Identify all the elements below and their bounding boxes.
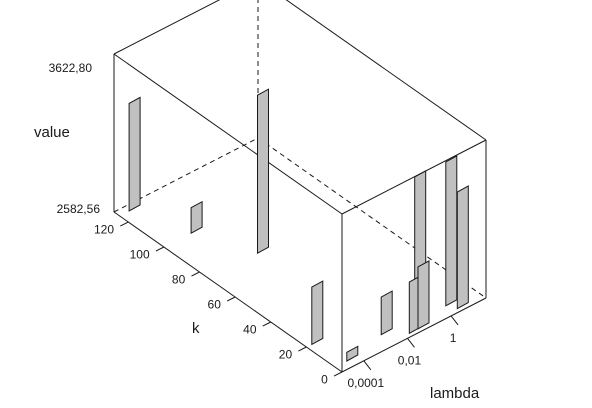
k-tick: [298, 346, 307, 352]
lambda-axis-label: lambda: [430, 385, 480, 402]
k-tick: [226, 296, 236, 302]
k-axis-label: k: [192, 320, 200, 337]
k-tick-label: 80: [172, 272, 186, 286]
k-tick-label: 0: [321, 372, 328, 386]
lambda-tick: [407, 338, 415, 348]
lambda-tick: [450, 315, 459, 326]
k-tick-label: 20: [279, 347, 293, 361]
z-axis-label: value: [34, 124, 70, 141]
k-tick-label: 60: [208, 297, 222, 311]
lambda-tick-label: 1: [450, 331, 457, 345]
box-edge: [341, 139, 487, 215]
bar-k2-lambda0.7: [456, 185, 469, 310]
box-edge-hidden: [257, 137, 487, 299]
k-tick-label: 40: [243, 322, 257, 336]
z-tick-label-bottom: 2582,56: [57, 202, 101, 216]
bounding-box: [113, 0, 487, 373]
box-edge: [113, 211, 343, 373]
box-edge: [341, 297, 487, 373]
box-edge: [113, 53, 343, 215]
bar-k125-lambda-4.3: [128, 96, 141, 212]
bar-k8-lambda-2.3: [380, 290, 393, 336]
lambda-tick-label: 0,01: [398, 353, 422, 367]
bar-k20-lambda-4.5: [311, 280, 324, 346]
bars-group: [128, 88, 469, 362]
bar-k75-lambda-2.5: [257, 88, 269, 255]
axis-labels: 3622,80 2582,56 value k lambda: [34, 61, 480, 402]
k-tick: [120, 221, 129, 227]
lambda-tick: [363, 360, 372, 371]
k-tick: [155, 246, 165, 252]
lambda-tick-label: 0,0001: [347, 376, 384, 390]
bar-k6-lambda0.5: [445, 155, 458, 307]
bar-k4-lambda-4.2: [346, 345, 359, 362]
k-tick: [262, 321, 271, 327]
k-tick-label: 100: [130, 247, 150, 261]
bar-k100-lambda-3.5: [190, 200, 203, 235]
k-tick-label: 120: [94, 222, 114, 236]
bar-k2-lambda-1.1: [417, 260, 430, 330]
k-tick: [191, 271, 200, 277]
k-tick: [333, 371, 343, 377]
z-tick-label-top: 3622,80: [49, 61, 93, 75]
axis-ticks: 0 20 40 60 80 100 120 0,0001 0,01 1: [94, 221, 459, 390]
box-edge: [113, 0, 221, 55]
box-edge: [285, 0, 487, 141]
